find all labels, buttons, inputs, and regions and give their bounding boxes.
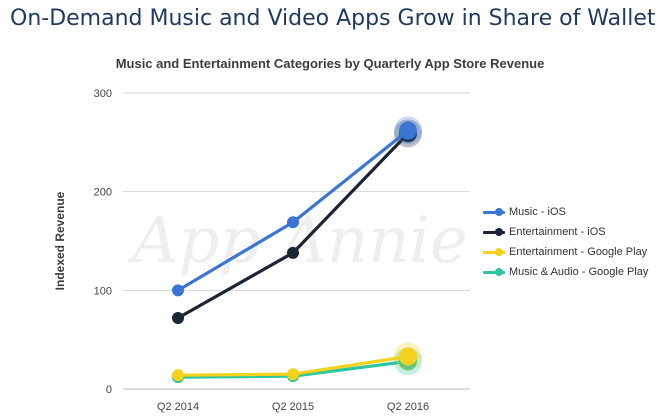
legend-swatch [483, 207, 505, 217]
legend-label: Music - iOS [509, 206, 566, 218]
legend-item: Entertainment - Google Play [483, 242, 658, 262]
data-point-music-ios [287, 216, 299, 229]
y-tick-label: 200 [94, 187, 112, 199]
legend-swatch [483, 227, 505, 237]
legend-item: Music & Audio - Google Play [483, 262, 658, 282]
y-tick-label: 100 [94, 285, 112, 297]
x-tick-label: Q2 2014 [157, 401, 199, 413]
data-point-entertainment-ios [172, 311, 184, 324]
y-axis-label: Indexed Revenue [53, 191, 67, 290]
data-point-entertainment-google-play [172, 369, 184, 382]
legend-swatch [483, 247, 505, 257]
data-point-entertainment-ios [287, 246, 299, 259]
legend-label: Entertainment - iOS [509, 226, 606, 238]
legend-label: Music & Audio - Google Play [509, 266, 649, 278]
legend-item: Music - iOS [483, 202, 658, 222]
chart-legend: Music - iOS Entertainment - iOS Entertainm… [483, 202, 658, 282]
data-point-entertainment-google-play [399, 347, 417, 366]
x-tick-label: Q2 2015 [272, 401, 314, 413]
data-point-music-ios [172, 284, 184, 297]
chart-title: Music and Entertainment Categories by Qu… [115, 56, 545, 71]
legend-item: Entertainment - iOS [483, 222, 658, 242]
data-point-music-ios [399, 121, 417, 140]
page-title: On-Demand Music and Video Apps Grow in S… [10, 6, 656, 31]
legend-label: Entertainment - Google Play [509, 246, 648, 258]
watermark-text: App Annie [127, 204, 468, 278]
data-point-entertainment-google-play [287, 368, 299, 381]
y-tick-label: 300 [94, 88, 112, 100]
y-tick-label: 0 [106, 384, 112, 396]
x-tick-label: Q2 2016 [387, 401, 429, 413]
legend-swatch [483, 267, 505, 277]
